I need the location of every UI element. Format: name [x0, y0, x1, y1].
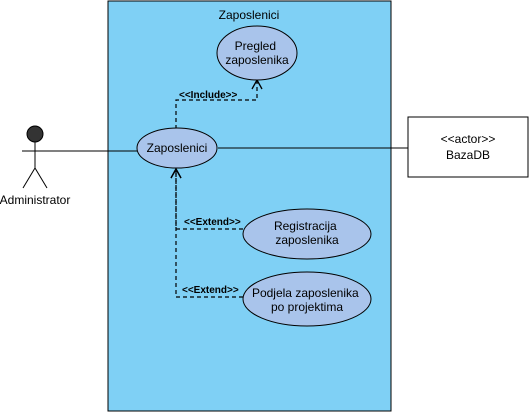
- extend-podjela-line: [170, 167, 243, 298]
- extend-registracija-label: <<Extend>>: [184, 217, 241, 228]
- podjela-line-1: Podjela zaposlenika: [252, 286, 359, 300]
- include-relation-line: [175, 78, 263, 129]
- actor-administrator[interactable]: Administrator: [0, 125, 70, 207]
- actor-left-leg: [22, 167, 36, 189]
- actor-bazadb-box: [407, 116, 529, 178]
- svg-text:Podjela zaposlenika po p: Podjela zaposlenika po projektima: [252, 286, 362, 314]
- use-case-pregled-shape: [216, 25, 298, 81]
- use-case-registracija-zaposlenika[interactable]: Registracija zaposlenika: [242, 208, 372, 260]
- actor-bazadb-stereotype: <<actor>>: [441, 132, 496, 146]
- use-case-registracija-shape: [242, 208, 372, 260]
- actor-bazadb-label: BazaDB: [446, 148, 490, 162]
- use-case-zaposlenici[interactable]: Zaposlenici: [136, 127, 218, 169]
- use-case-zaposlenici-label: Zaposlenici: [147, 141, 208, 155]
- actor-head-icon: [26, 125, 44, 143]
- registracija-line-2: zaposlenika: [275, 233, 339, 247]
- system-title: Zaposlenici: [219, 8, 280, 22]
- extend-podjela-label: <<Extend>>: [182, 285, 239, 296]
- pregled-line-1: Pregled: [235, 39, 276, 53]
- registracija-line-1: Registracija: [274, 219, 337, 233]
- actor-bazadb[interactable]: <<actor>> BazaDB: [407, 116, 529, 178]
- use-case-zaposlenici-shape: [136, 127, 218, 169]
- pregled-line-2: zaposlenika: [225, 53, 289, 67]
- svg-text:Pregled zaposlenika: Pregled zaposlenika: [225, 39, 289, 67]
- actor-administrator-label: Administrator: [0, 193, 70, 207]
- actor-right-leg: [34, 167, 48, 189]
- use-case-podjela-shape: [242, 271, 372, 327]
- include-label: <<Include>>: [179, 90, 238, 101]
- use-case-pregled-zaposlenika[interactable]: Pregled zaposlenika: [216, 25, 298, 81]
- use-case-podjela-zaposlenika[interactable]: Podjela zaposlenika po projektima: [242, 271, 372, 327]
- podjela-line-2: po projektima: [271, 300, 343, 314]
- svg-text:Registracija zaposlenika: Registracija zaposlenika: [274, 219, 340, 247]
